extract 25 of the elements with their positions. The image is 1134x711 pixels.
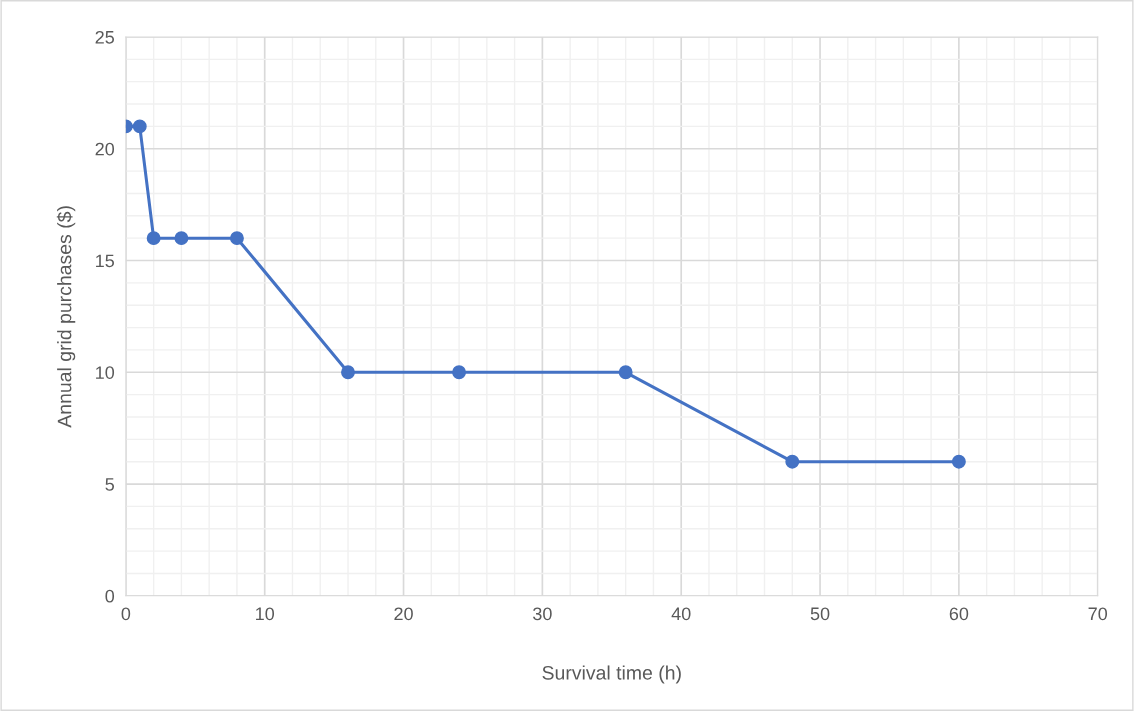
point [452,365,467,380]
point [785,454,800,469]
x-axis-title: Survival time (h) [542,665,681,684]
point [951,454,966,469]
x-tick-label: 10 [256,607,275,621]
point [174,231,189,246]
x-tick-label: 70 [1088,607,1108,621]
x-tick-label: 40 [671,607,691,621]
x-tick-label: 20 [394,607,413,621]
point [132,119,147,134]
y-tick-label: 5 [105,478,115,491]
x-tick-label: 30 [533,607,552,621]
point [341,365,355,380]
y-tick-label: 15 [96,254,115,268]
y-tick-label: 20 [95,142,115,156]
x-tick-label: 60 [949,607,969,621]
y-tick-label: 0 [105,589,115,603]
point [229,231,244,246]
y-tick-label: 25 [95,30,115,44]
x-tick-label: 50 [810,607,830,621]
y-tick-label: 10 [96,366,115,379]
x-tick-label: 0 [121,607,131,621]
point [618,365,633,380]
y-axis-title: Annual grid purchases ($) [56,206,76,428]
point [146,231,161,246]
